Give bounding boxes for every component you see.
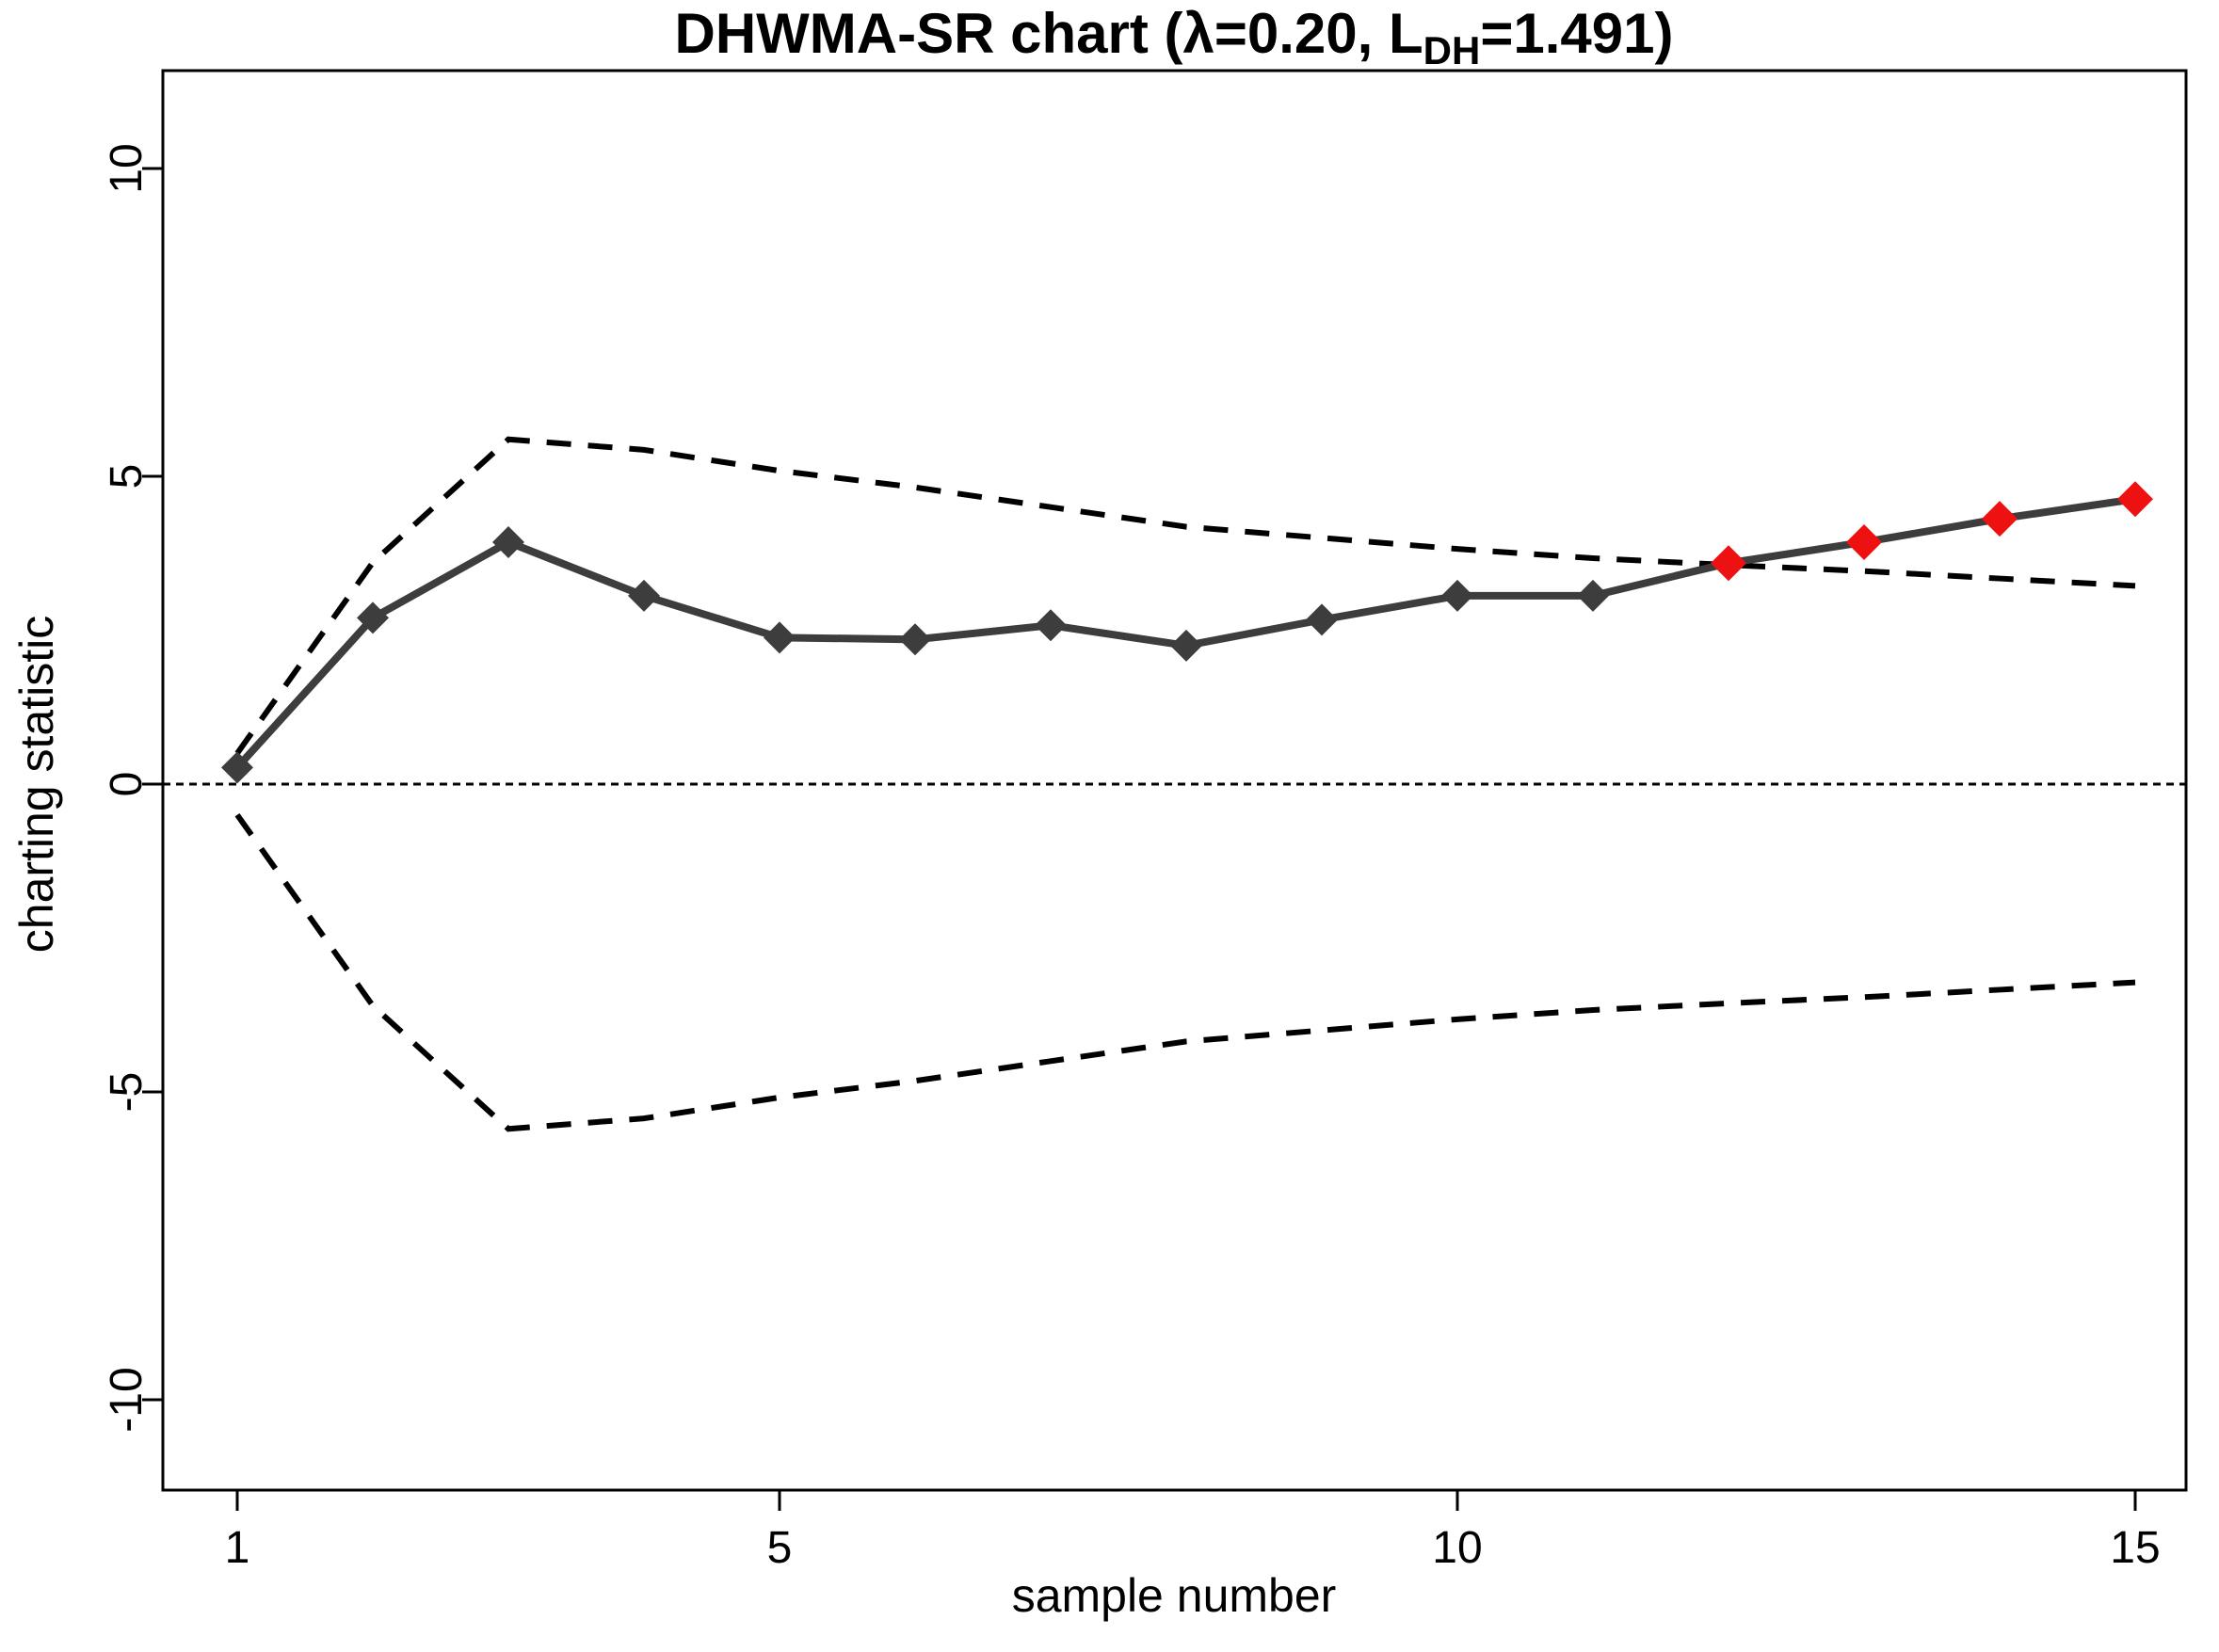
y-tick-label: 5 xyxy=(102,464,152,489)
out-of-control-point-marker xyxy=(1846,523,1882,560)
data-point-marker xyxy=(1035,609,1067,642)
data-point-marker xyxy=(1170,629,1202,662)
data-point-marker xyxy=(1577,579,1609,612)
data-point-marker xyxy=(492,525,524,558)
data-point-marker xyxy=(1441,579,1473,612)
y-tick-label: -5 xyxy=(102,1072,152,1113)
chart-title-suffix: =1.491) xyxy=(1480,2,1673,65)
x-tick-label: 15 xyxy=(2110,1523,2160,1573)
x-tick-label: 1 xyxy=(225,1523,250,1573)
data-point-marker xyxy=(899,623,931,656)
plot-border-box xyxy=(161,69,2188,1492)
data-point-marker xyxy=(764,621,796,654)
x-axis-title: sample number xyxy=(1012,1569,1337,1622)
y-tick-label: 10 xyxy=(102,143,152,193)
data-point-marker xyxy=(221,751,253,784)
chart-title-prefix: DHWMA-SR chart (λ=0.20, L xyxy=(675,2,1423,65)
out-of-control-point-marker xyxy=(1982,501,2018,537)
data-point-marker xyxy=(628,579,660,612)
y-tick-label: -10 xyxy=(102,1367,152,1432)
series-layer xyxy=(163,436,2186,1132)
data-point-marker xyxy=(1306,603,1338,636)
data-point-marker xyxy=(357,601,389,634)
y-axis-title: charting statistic xyxy=(10,616,63,953)
chart-title: DHWMA-SR chart (λ=0.20, LDH=1.491) xyxy=(675,2,1674,72)
x-tick-label: 5 xyxy=(767,1523,793,1573)
lower-control-limit-line xyxy=(234,812,2136,1132)
x-tick-label: 10 xyxy=(1432,1523,1482,1573)
out-of-control-point-marker xyxy=(1711,545,1746,582)
chart-title-subscript: DH xyxy=(1423,28,1481,72)
out-of-control-point-marker xyxy=(2117,481,2153,518)
upper-control-limit-line xyxy=(234,436,2136,756)
y-tick-label: 0 xyxy=(102,772,152,797)
